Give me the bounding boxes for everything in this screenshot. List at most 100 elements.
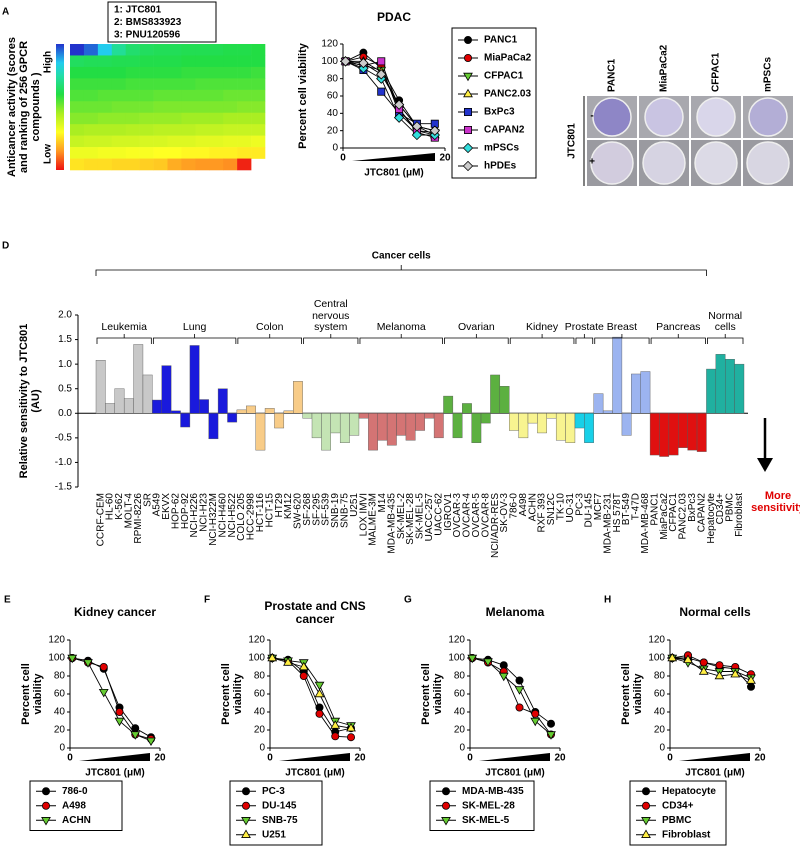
heatmap-cell	[98, 136, 112, 148]
marker	[100, 689, 108, 696]
y-axis-label: Percent cell viability	[17, 644, 47, 744]
heatmap-cell	[181, 147, 195, 159]
bar	[171, 411, 180, 413]
heatmap-cell	[154, 159, 168, 171]
heatmap-cell	[112, 147, 126, 159]
chart-title: Melanoma	[455, 597, 575, 629]
legend-marker	[42, 788, 49, 795]
bar	[678, 413, 687, 447]
y-axis-label-box: Percent cell viability	[288, 31, 318, 161]
y-axis-label: Relative sensitivity to JTC801 (AU)	[13, 314, 47, 489]
heatmap-cell	[195, 159, 209, 171]
heatmap-cell	[237, 136, 251, 148]
heatmap-cell	[168, 78, 182, 90]
y-tick-label: 20	[454, 725, 466, 736]
bar	[735, 364, 744, 413]
bar	[650, 413, 659, 455]
bar	[575, 413, 584, 428]
heatmap-cell	[181, 55, 195, 67]
column-label: mPSCs	[763, 57, 774, 92]
y-tick-label: -1.5	[55, 482, 73, 493]
bar	[265, 408, 274, 413]
heatmap-cell	[140, 147, 154, 159]
group-label: Leukemia	[93, 290, 155, 334]
heatmap-cell	[154, 67, 168, 79]
heatmap-cell	[223, 159, 237, 171]
chart-title: Kidney cancer	[55, 597, 175, 629]
bar	[547, 413, 556, 418]
heatmap-cell	[112, 67, 126, 79]
heatmap-cell	[209, 67, 223, 79]
heatmap-cell	[70, 67, 84, 79]
y-tick-label: 80	[454, 671, 466, 682]
group-label: Central nervous system	[300, 290, 362, 334]
x-tick-label: 20	[754, 753, 766, 764]
series-line	[346, 61, 435, 123]
x-tick-label: 0	[67, 753, 73, 764]
chart-title: Prostate and CNS cancer	[255, 597, 375, 629]
heatmap-cell	[181, 159, 195, 171]
bar	[556, 413, 565, 440]
group-bracket	[707, 334, 743, 344]
y-tick-label: 80	[54, 671, 66, 682]
x-tick-label: 0	[467, 753, 473, 764]
series-line	[272, 658, 351, 728]
bar	[274, 413, 283, 428]
heatmap-cell	[98, 44, 112, 56]
marker	[347, 734, 354, 741]
bar	[368, 413, 377, 450]
heatmap-cell	[98, 113, 112, 125]
legend-marker	[464, 54, 471, 61]
group-label-box: Pancreas	[647, 290, 709, 334]
heatmap-cell	[70, 44, 84, 56]
bar	[115, 389, 124, 414]
heatmap-cell	[251, 136, 265, 148]
x-axis-label: JTC801 (μM)	[685, 768, 744, 779]
bar	[162, 366, 171, 414]
chart-title-box: Melanoma	[455, 597, 575, 629]
legend-box	[452, 28, 536, 178]
heatmap-cell	[98, 90, 112, 102]
colony-dish	[747, 142, 789, 184]
y-tick-label: 100	[321, 56, 338, 67]
heatmap-cell	[181, 113, 195, 125]
group-bracket	[444, 334, 508, 344]
y-axis-label-box: Percent cell viability	[417, 644, 447, 744]
y-tick-label: -1.0	[55, 457, 73, 468]
heatmap-cell	[181, 78, 195, 90]
bar	[415, 413, 424, 430]
heatmap-cell	[140, 113, 154, 125]
legend-label: MiaPaCa2	[484, 53, 532, 64]
y-tick-label: 40	[654, 707, 666, 718]
colony-dish	[695, 142, 737, 184]
series-line	[272, 658, 351, 726]
group-title: Cancer cells	[372, 251, 431, 262]
marker	[547, 720, 554, 727]
heatmap-cell	[140, 136, 154, 148]
bar	[312, 413, 321, 438]
heatmap-cell	[181, 136, 195, 148]
y-tick-label: 120	[448, 635, 465, 646]
annotation: More sensitivity	[743, 487, 800, 517]
colony-dish	[643, 142, 685, 184]
heatmap-cell	[209, 159, 223, 171]
heatmap-cell	[126, 67, 140, 79]
bar	[134, 344, 143, 413]
y-tick-label: 40	[454, 707, 466, 718]
heatmap-cell	[195, 147, 209, 159]
y-tick-label: 100	[48, 653, 65, 664]
group-bracket	[238, 334, 302, 344]
heatmap-cell	[251, 67, 265, 79]
bar	[519, 413, 528, 438]
legend-marker	[242, 802, 249, 809]
heatmap-cell	[181, 67, 195, 79]
heatmap-cell	[237, 113, 251, 125]
heatmap-cell	[181, 124, 195, 136]
group-bracket	[304, 334, 358, 344]
heatmap-cell	[237, 67, 251, 79]
heatmap-cell	[195, 44, 209, 56]
heatmap-cell	[195, 101, 209, 113]
heatmap-cell	[209, 136, 223, 148]
heatmap-cell	[140, 67, 154, 79]
x-axis-label: JTC801 (μM)	[364, 168, 423, 179]
